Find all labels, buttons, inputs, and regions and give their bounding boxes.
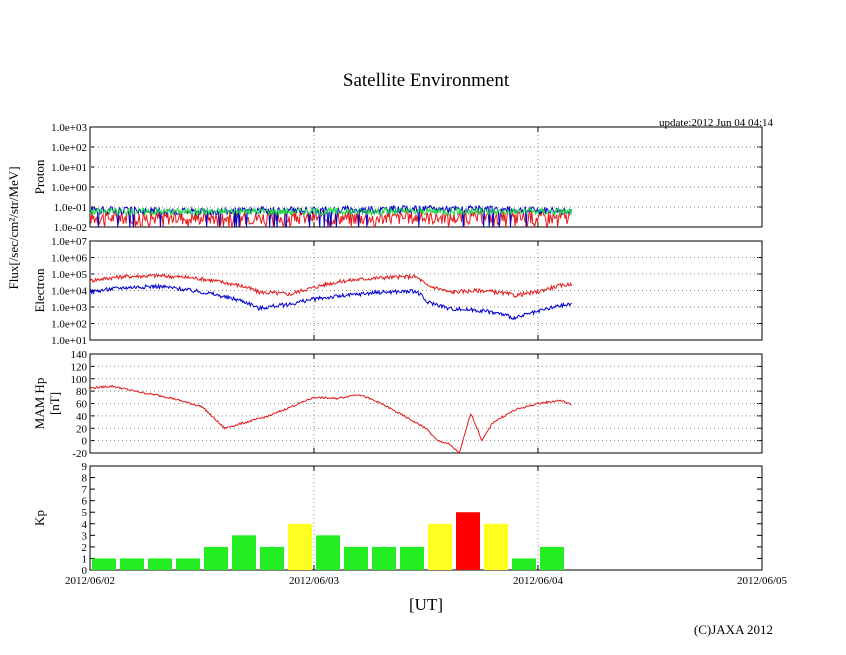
kp-bar: [288, 523, 312, 570]
mam_hp-ytick-label: 20: [76, 423, 88, 435]
kp-bar: [176, 558, 200, 570]
kp-bar: [316, 535, 340, 570]
mam_hp-series-red: [90, 384, 572, 453]
flux-axis-label: Flux[/sec/cm²/str/MeV]: [6, 166, 21, 289]
kp-bar: [456, 512, 480, 570]
mam_hp-ytick-label: 0: [82, 436, 88, 448]
mam_hp-ylabel: MAM Hp: [32, 378, 47, 430]
proton-frame: [89, 126, 763, 228]
x-axis-label: [UT]: [409, 595, 443, 614]
kp-ytick-label: 8: [82, 473, 88, 485]
kp-ytick-label: 4: [82, 519, 88, 531]
electron-ytick-label: 1.0e+02: [51, 319, 87, 331]
kp-bar: [428, 523, 452, 570]
electron-panel: 1.0e+01 1.0e+02 1.0e+03 1.0e+04 1.0e+05 1.0e+…: [32, 236, 763, 347]
kp-bar: [148, 558, 172, 570]
electron-ytick-label: 1.0e+05: [51, 269, 87, 281]
copyright: (C)JAXA 2012: [694, 622, 773, 637]
electron-ytick-label: 1.0e+01: [51, 335, 87, 347]
proton-ytick-label: 1.0e+03: [51, 122, 87, 134]
kp-bar: [344, 546, 368, 570]
proton-ytick-label: 1.0e-02: [54, 222, 87, 234]
mam_hp-ytick-label: 60: [76, 399, 88, 411]
proton-ytick-label: 1.0e+02: [51, 142, 87, 154]
kp-ytick-label: 6: [82, 496, 88, 508]
proton-ytick-label: 1.0e+00: [51, 182, 87, 194]
kp-frame: [89, 465, 763, 571]
electron-ytick-label: 1.0e+07: [51, 236, 87, 248]
kp-ytick-label: 9: [82, 461, 88, 473]
proton-panel: 1.0e-02 1.0e-01 1.0e+00 1.0e+01 1.0e+02 1.0e+…: [32, 122, 763, 234]
mam_hp-ytick-label: 80: [76, 386, 88, 398]
electron-series-blue: [90, 283, 572, 321]
proton-ytick-label: 1.0e+01: [51, 162, 87, 174]
x-tick-label: 2012/06/05: [737, 575, 788, 587]
proton-series-red: [90, 209, 573, 227]
proton-ylabel: Proton: [32, 159, 47, 194]
kp-ytick-label: 0: [82, 565, 88, 577]
kp-bar: [372, 546, 396, 570]
mam_hp-ytick-label: 140: [71, 349, 88, 361]
x-tick-label: 2012/06/04: [513, 575, 564, 587]
kp-ylabel: Kp: [32, 510, 47, 526]
proton-ytick-label: 1.0e-01: [54, 202, 87, 214]
electron-series-red: [90, 272, 573, 298]
kp-ytick-label: 3: [82, 530, 88, 542]
kp-ytick-label: 2: [82, 542, 88, 554]
electron-ytick-label: 1.0e+04: [51, 286, 87, 298]
kp-bar: [400, 546, 424, 570]
kp-bar: [540, 546, 564, 570]
mam_hp-ytick-label: 40: [76, 411, 88, 423]
kp-ytick-label: 7: [82, 484, 88, 496]
kp-bar: [512, 558, 536, 570]
electron-ylabel: Electron: [32, 268, 47, 313]
update-timestamp: update:2012 Jun 04 04:14: [659, 117, 773, 129]
kp-ytick-label: 5: [82, 507, 88, 519]
kp-ytick-label: 1: [82, 553, 88, 565]
proton-series-green: [90, 206, 573, 217]
kp-bar: [92, 558, 116, 570]
kp-bar: [204, 546, 228, 570]
mam_hp-ytick-label: -20: [72, 448, 87, 460]
figure-title: Satellite Environment: [343, 70, 510, 91]
mam_hp-ytick-label: 100: [71, 374, 88, 386]
x-axis-ticks: 2012/06/02 2012/06/03 2012/06/04 2012/06/05: [65, 575, 788, 587]
kp-bar: [232, 535, 256, 570]
electron-ytick-label: 1.0e+03: [51, 302, 87, 314]
mam_hp-ytick-label: 120: [71, 361, 88, 373]
x-tick-label: 2012/06/03: [289, 575, 340, 587]
x-tick-label: 2012/06/02: [65, 575, 115, 587]
kp-bar: [260, 546, 284, 570]
kp-bar: [484, 523, 508, 570]
electron-ytick-label: 1.0e+06: [51, 253, 87, 265]
mam_hp-ylabel-unit: [nT]: [47, 392, 62, 415]
kp-bar: [120, 558, 144, 570]
